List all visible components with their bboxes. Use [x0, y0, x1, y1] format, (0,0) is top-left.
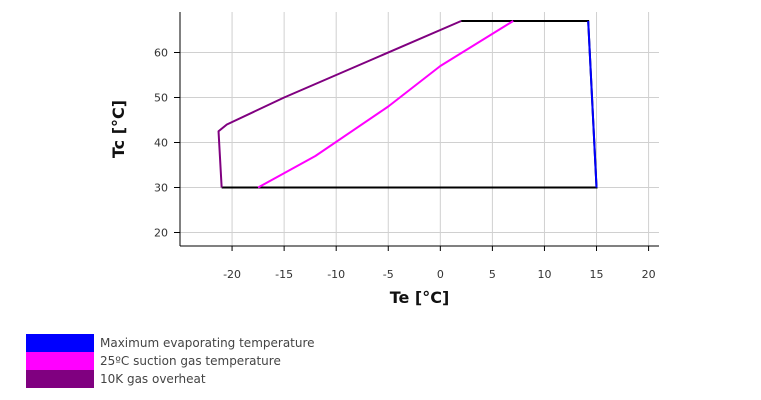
series-line — [587, 20, 598, 188]
legend-item: 25ºC suction gas temperature — [26, 352, 315, 370]
ticks: -20 -15 -10 -5 0 5 10 15 20 20 30 40 50 60 — [154, 47, 656, 282]
legend: Maximum evaporating temperature 25ºC suc… — [26, 334, 315, 388]
x-tick-label: 20 — [642, 268, 656, 281]
x-tick-label: -10 — [327, 268, 345, 281]
legend-swatch — [26, 370, 94, 388]
series-line — [257, 20, 514, 189]
series-line — [217, 20, 462, 188]
x-tick-label: -20 — [223, 268, 241, 281]
legend-label: Maximum evaporating temperature — [100, 336, 315, 350]
envelope-line — [221, 20, 598, 189]
plot-lines — [217, 20, 598, 189]
legend-item: Maximum evaporating temperature — [26, 334, 315, 352]
x-tick-label: -15 — [275, 268, 293, 281]
axes — [179, 12, 659, 247]
y-tick-label: 50 — [154, 92, 168, 105]
y-tick-label: 20 — [154, 227, 168, 240]
legend-label: 10K gas overheat — [100, 372, 206, 386]
legend-swatch — [26, 334, 94, 352]
y-tick-label: 60 — [154, 47, 168, 60]
grid — [180, 12, 659, 246]
y-tick-label: 30 — [154, 182, 168, 195]
y-tick-label: 40 — [154, 137, 168, 150]
x-tick-label: -5 — [383, 268, 394, 281]
x-tick-label: 10 — [537, 268, 551, 281]
legend-label: 25ºC suction gas temperature — [100, 354, 281, 368]
x-axis-title: Te [°C] — [390, 288, 450, 307]
legend-item: 10K gas overheat — [26, 370, 315, 388]
legend-swatch — [26, 352, 94, 370]
x-tick-label: 15 — [590, 268, 604, 281]
y-axis-title: Tc [°C] — [109, 100, 128, 158]
chart: -20 -15 -10 -5 0 5 10 15 20 20 30 40 50 60 Te [°C] Tc… — [109, 12, 659, 307]
x-tick-label: 0 — [437, 268, 444, 281]
x-tick-label: 5 — [489, 268, 496, 281]
